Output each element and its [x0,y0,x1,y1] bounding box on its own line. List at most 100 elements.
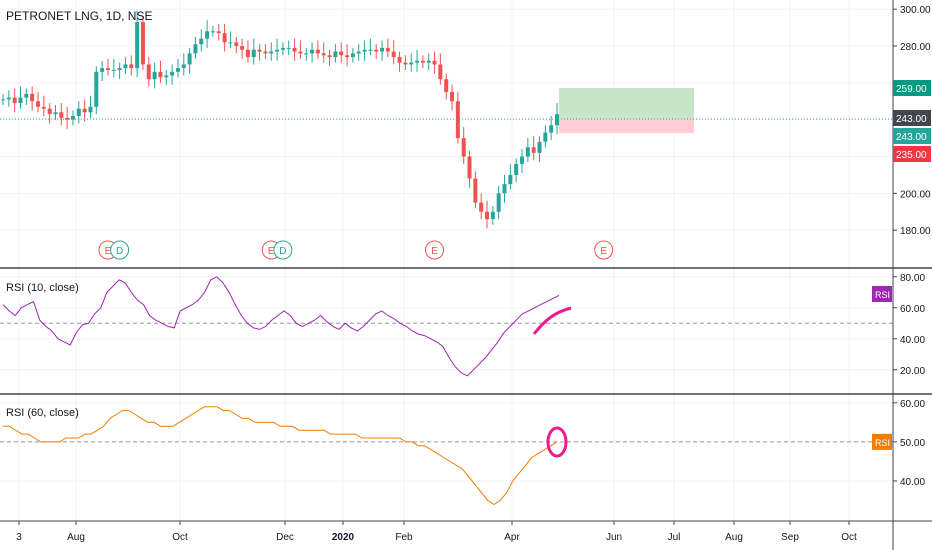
price-badges: 259.00 243.00 243.00 235.00 RSI RSI [872,80,931,450]
rsi60-panel[interactable]: RSI (60, close) [3,406,568,505]
candle-body [438,64,443,80]
candle-body [479,202,484,212]
candle-body [485,211,490,220]
candles [1,11,559,229]
candle-body [18,97,23,104]
x-tick-label: 2020 [332,532,355,543]
candle-body [275,49,280,52]
rsi60-annotation [546,426,568,458]
candle-body [555,114,559,126]
event-marker-label: E [431,246,438,257]
candle-body [88,106,93,113]
candle-body [496,193,501,212]
candle-body [199,38,204,45]
candle-body [350,53,355,58]
y-tick-label: 40.00 [900,477,925,488]
candle-body [286,47,291,49]
candle-body [450,92,455,102]
x-tick-label: Oct [172,532,188,543]
candle-body [531,147,536,153]
x-axis: 3 Aug Oct Dec 2020 Feb Apr Jun Jul Aug Sep Oct [16,521,857,543]
candle-body [105,68,110,70]
candle-body [315,49,320,54]
candle-body [420,60,425,63]
rsi10-annotation [532,306,572,335]
candle-body [298,51,303,54]
candle-body [473,178,478,203]
y-tick-label: 50.00 [900,438,925,449]
y-tick-label: 80.00 [900,273,925,284]
candle-body [391,51,396,58]
candle-body [65,117,70,120]
candle-body [146,64,151,80]
x-tick-label: Sep [781,532,799,543]
candle-body [140,22,145,65]
candle-body [123,64,128,69]
candle-body [70,116,75,120]
x-tick-label: Aug [725,532,743,543]
candle-body [415,60,420,63]
candle-body [339,51,344,56]
earnings-marker[interactable] [594,240,614,260]
candle-body [280,47,285,50]
x-tick-label: Jun [606,532,622,543]
candle-body [111,69,116,71]
candle-body [345,55,350,58]
candle-body [461,138,466,157]
candle-body [222,33,227,43]
candle-body [467,156,472,179]
price-badge [893,80,931,96]
x-tick-label: 3 [16,532,22,543]
candle-body [362,49,367,52]
rsi60-series [3,406,558,505]
candle-body [502,184,507,194]
price-badge-label: 243.00 [896,114,927,125]
candle-body [549,125,554,133]
earnings-marker[interactable] [425,240,445,260]
candle-body [228,42,233,44]
candle-body [368,49,373,51]
candle-body [432,60,437,65]
candle-body [310,49,315,54]
price-badge-label: 243.00 [896,132,927,143]
rsi-badge-label: RSI [875,290,890,300]
candle-body [269,51,274,54]
candle-body [100,68,105,72]
event-marker-label: E [600,246,607,257]
candle-body [117,68,122,70]
candle-body [403,62,408,65]
candle-body [210,31,215,33]
y-tick-label: 180.00 [900,226,931,237]
candle-body [514,163,519,175]
candle-body [24,93,29,98]
x-tick-label: Feb [395,532,413,543]
rsi-badge [872,433,892,450]
candle-body [135,22,140,69]
price-badge [893,146,931,162]
candle-body [12,97,17,104]
event-marker-label: E [268,246,275,257]
candle-body [333,51,338,58]
price-badge-label: 259.00 [896,84,927,95]
rsi10-panel[interactable]: RSI (10, close) [2,276,572,377]
candle-body [490,211,495,220]
x-tick-label: Aug [67,532,85,543]
candle-body [543,132,548,142]
candle-body [455,101,460,139]
y-tick-label: 200.00 [900,189,931,200]
rsi-badge-label: RSI [875,438,890,448]
candle-body [327,55,332,58]
candle-body [397,57,402,63]
dividend-marker[interactable] [110,240,130,260]
dividend-marker[interactable] [273,240,293,260]
candle-body [41,106,46,109]
target-zone [559,88,694,119]
candle-body [175,68,180,72]
candle-body [164,75,169,78]
price-badge [893,128,931,144]
